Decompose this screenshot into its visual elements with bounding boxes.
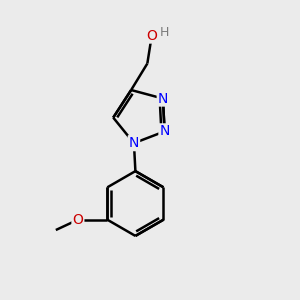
Text: O: O (73, 213, 83, 227)
Text: O: O (146, 28, 157, 43)
Text: N: N (158, 92, 168, 106)
Text: H: H (159, 26, 169, 38)
Text: N: N (129, 136, 139, 150)
Text: N: N (159, 124, 170, 138)
